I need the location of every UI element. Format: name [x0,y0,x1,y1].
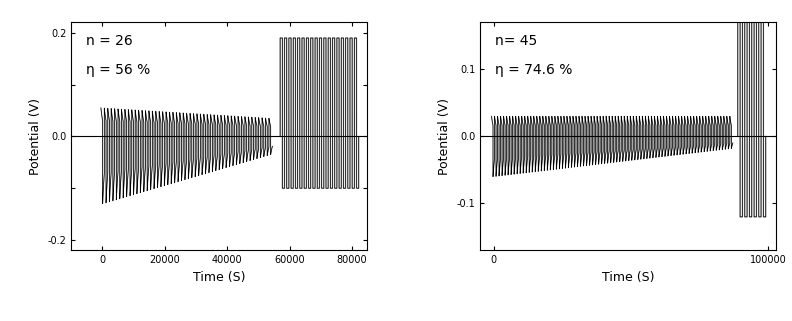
Y-axis label: Potential (V): Potential (V) [438,98,451,175]
X-axis label: Time (S): Time (S) [602,271,654,284]
Text: η = 74.6 %: η = 74.6 % [495,64,572,77]
Text: η = 56 %: η = 56 % [86,64,150,77]
Y-axis label: Potential (V): Potential (V) [29,98,42,175]
X-axis label: Time (S): Time (S) [193,271,246,284]
Text: n= 45: n= 45 [495,34,537,48]
Text: n = 26: n = 26 [86,34,133,48]
